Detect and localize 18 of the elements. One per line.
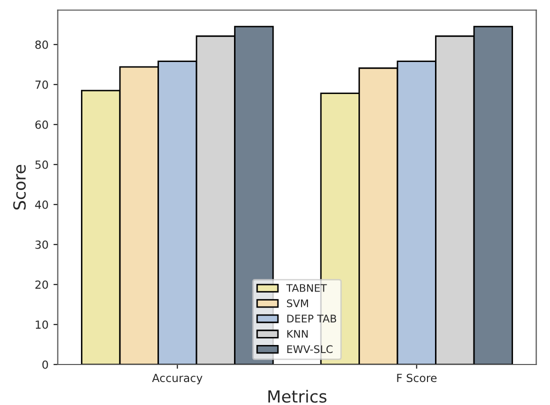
y-tick-label: 40 [35,200,48,209]
x-tick-label: Accuracy [152,374,202,384]
y-tick-label: 30 [35,240,48,249]
y-tick-label: 70 [35,80,48,89]
y-tick-label: 20 [35,280,48,289]
legend-label: TABNET [286,284,327,292]
y-tick-label: 0 [42,360,48,369]
y-axis-title: Score [13,164,26,210]
legend-label: DEEP TAB [287,314,336,322]
y-tick-label: 60 [35,120,48,129]
legend-label: KNN [287,330,308,338]
legend-label: SVM [286,299,308,308]
y-tick-label: 50 [35,160,48,169]
y-tick-label: 80 [35,40,48,49]
x-tick-label: F Score [397,374,437,382]
y-tick-label: 10 [36,320,48,329]
x-axis-title: Metrics [268,390,326,403]
legend-label: EWV-SLC [287,345,333,354]
